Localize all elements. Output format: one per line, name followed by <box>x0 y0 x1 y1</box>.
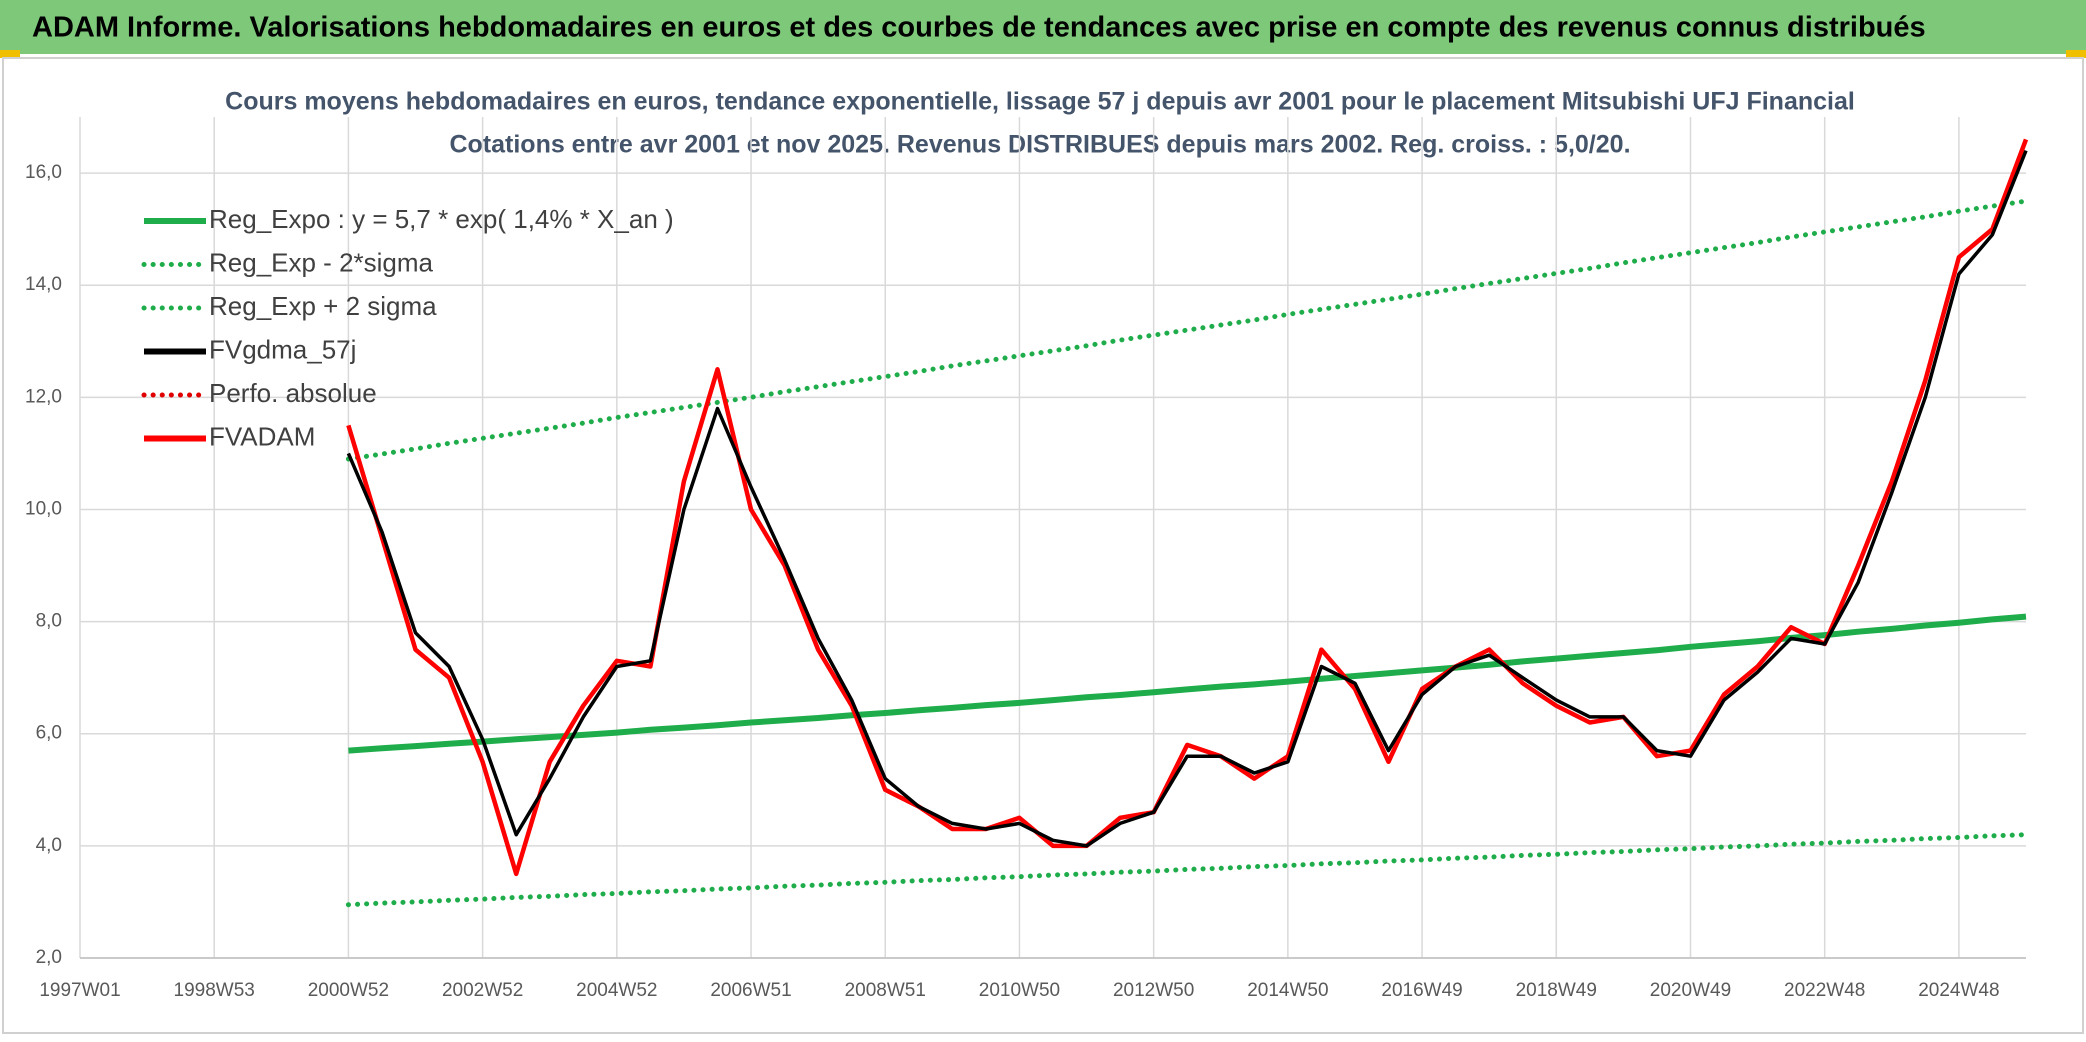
series-line <box>345 198 2029 462</box>
legend-label: FVgdma_57j <box>209 334 356 364</box>
x-tick-label: 1998W53 <box>174 980 255 1001</box>
x-tick-label: 1997W01 <box>39 980 120 1001</box>
legend-label: Reg_Expo : y = 5,7 * exp( 1,4% * X_an ) <box>209 204 674 234</box>
x-tick-label: 2004W52 <box>576 980 657 1001</box>
series-line <box>348 613 2027 754</box>
legend-label: FVADAM <box>209 421 315 451</box>
x-tick-label: 2014W50 <box>1247 980 1328 1001</box>
x-tick-label: 2010W50 <box>979 980 1060 1001</box>
series-line <box>346 138 2029 877</box>
legend-label: Reg_Exp + 2 sigma <box>209 291 437 321</box>
y-tick-label: 14,0 <box>25 274 62 295</box>
x-tick-label: 2002W52 <box>442 980 523 1001</box>
series-line <box>345 832 2029 908</box>
chart-subtitle: Cotations entre avr 2001 et nov 2025. Re… <box>449 131 1630 159</box>
legend-label: Reg_Exp - 2*sigma <box>209 247 434 277</box>
x-tick-label: 2012W50 <box>1113 980 1194 1001</box>
y-tick-label: 8,0 <box>36 611 62 632</box>
x-tick-label: 2022W48 <box>1784 980 1865 1001</box>
x-tick-label: 2020W49 <box>1650 980 1731 1001</box>
corner <box>0 50 20 58</box>
x-tick-label: 2018W49 <box>1516 980 1597 1001</box>
header-bar <box>0 0 2086 54</box>
series-line <box>346 149 2028 848</box>
x-tick-label: 2000W52 <box>308 980 389 1001</box>
y-tick-label: 4,0 <box>36 835 62 856</box>
x-tick-label: 2006W51 <box>710 980 791 1001</box>
legend-label: Perfo. absolue <box>209 378 377 408</box>
header-title: ADAM Informe. Valorisations hebdomadaire… <box>32 12 1926 44</box>
y-tick-label: 16,0 <box>25 162 62 183</box>
y-tick-label: 12,0 <box>25 386 62 407</box>
y-tick-label: 2,0 <box>36 947 62 968</box>
chart-title: Cours moyens hebdomadaires en euros, ten… <box>225 88 1855 116</box>
corner <box>2066 50 2086 58</box>
chart-frame <box>2 57 2084 1034</box>
x-tick-label: 2016W49 <box>1381 980 1462 1001</box>
x-tick-label: 2008W51 <box>845 980 926 1001</box>
y-tick-label: 6,0 <box>36 723 62 744</box>
y-tick-label: 10,0 <box>25 498 62 519</box>
x-tick-label: 2024W48 <box>1918 980 1999 1001</box>
